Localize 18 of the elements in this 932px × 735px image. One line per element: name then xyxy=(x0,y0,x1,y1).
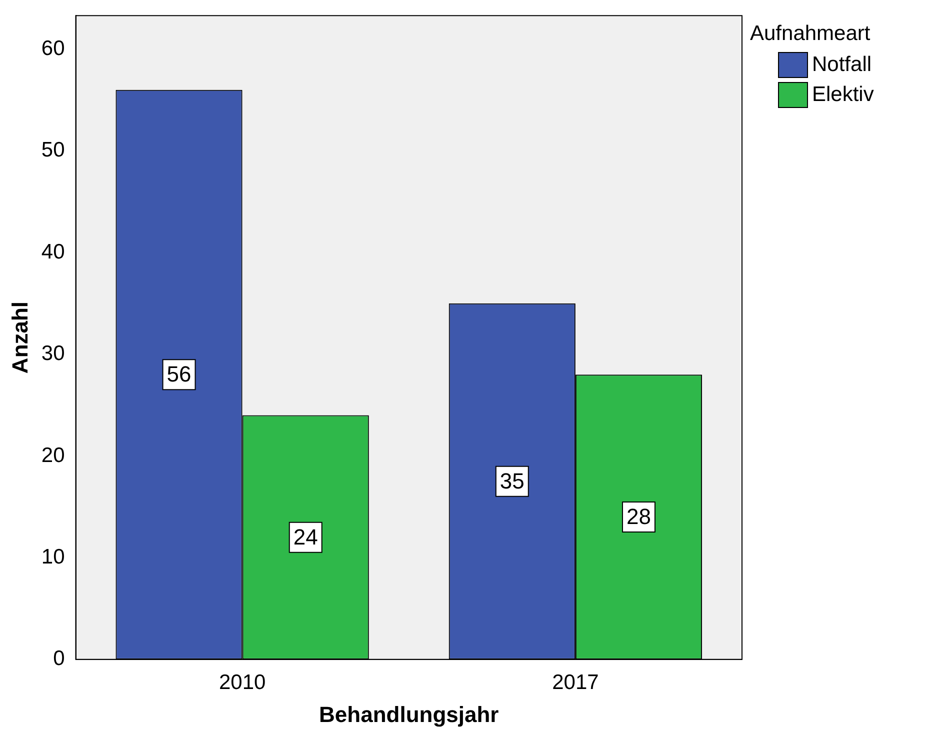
x-tick-label: 2017 xyxy=(552,670,599,694)
y-tick-label: 10 xyxy=(41,545,65,568)
data-label: 28 xyxy=(626,504,651,530)
y-tick-label: 0 xyxy=(53,647,65,670)
legend-label: Notfall xyxy=(812,53,872,77)
data-label: 56 xyxy=(166,362,192,387)
y-tick-label: 20 xyxy=(41,444,65,467)
y-tick-label: 50 xyxy=(41,138,65,162)
x-tick-label: 2010 xyxy=(218,670,266,694)
y-axis-title: Anzahl xyxy=(7,301,32,374)
y-tick-label: 40 xyxy=(41,240,65,264)
legend-title: Aufnahmeart xyxy=(750,22,872,46)
y-tick-label: 30 xyxy=(41,342,65,366)
x-axis-title: Behandlungsjahr xyxy=(319,702,500,727)
legend-label: Elektiv xyxy=(812,83,874,107)
data-label: 35 xyxy=(500,468,524,494)
y-tick-label: 60 xyxy=(41,36,65,60)
data-label: 24 xyxy=(293,524,318,550)
